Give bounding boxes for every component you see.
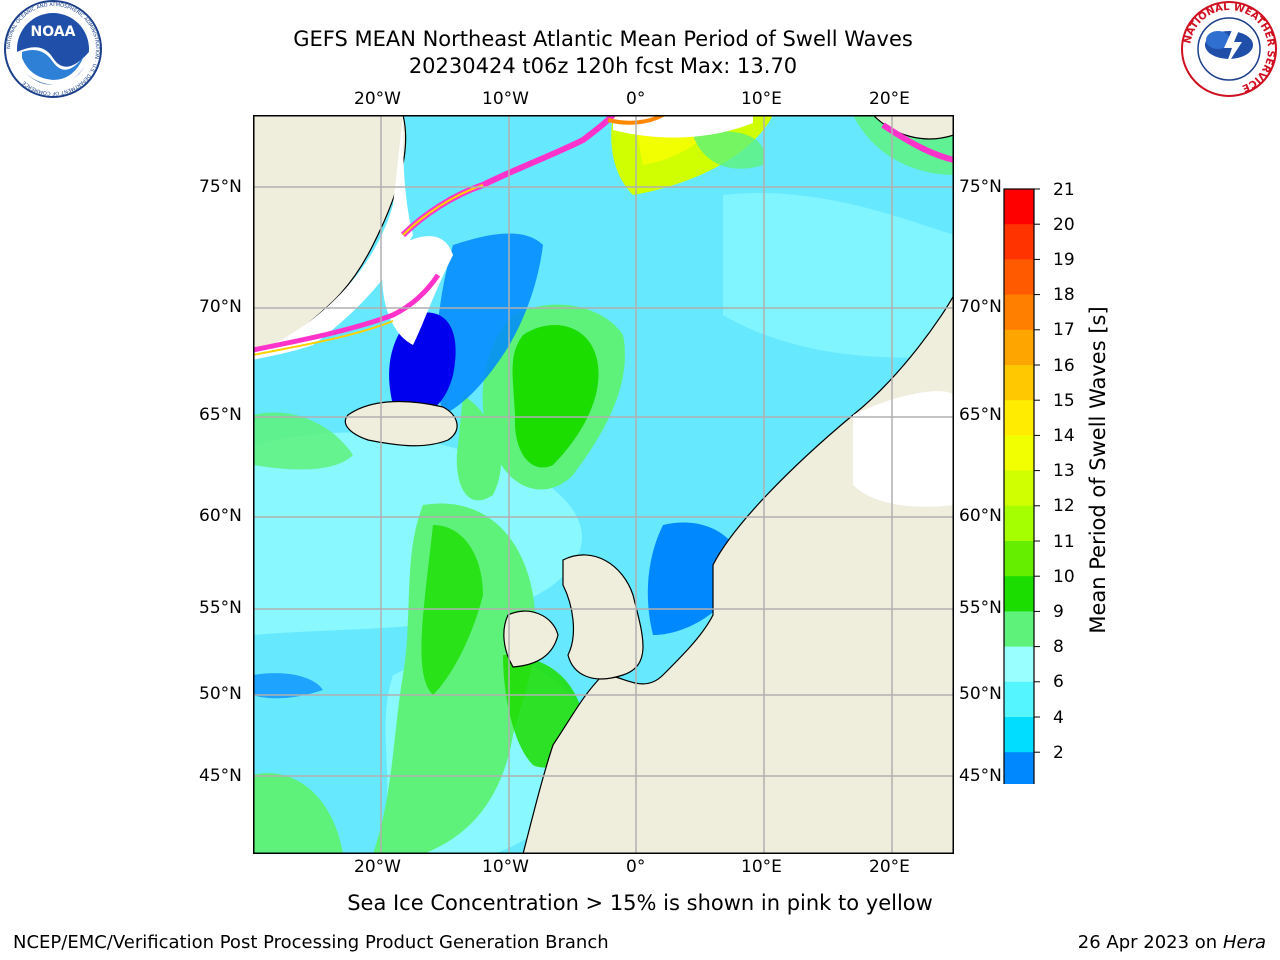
lat-tick-left: 55°N <box>199 598 242 618</box>
colorbar-segment <box>1004 505 1034 542</box>
colorbar-segment <box>1004 752 1034 784</box>
lat-tick-right: 45°N <box>959 766 1002 786</box>
chart-title: GEFS MEAN Northeast Atlantic Mean Period… <box>293 27 913 51</box>
map-plot <box>253 115 954 854</box>
colorbar-tick: 4 <box>1053 708 1064 728</box>
sea-ice-edge <box>881 122 954 163</box>
lon-tick-bottom: 20°W <box>354 857 401 877</box>
colorbar-tick: 11 <box>1053 532 1075 552</box>
chart-subtitle: 20230424 t06z 120h fcst Max: 13.70 <box>408 54 798 78</box>
lat-tick-left: 60°N <box>199 506 242 526</box>
colorbar-tick: 8 <box>1053 637 1064 657</box>
lat-tick-left: 45°N <box>199 766 242 786</box>
colorbar <box>1003 188 1040 784</box>
lon-tick-top: 20°E <box>869 89 910 109</box>
swell-zone <box>512 325 599 468</box>
colorbar-tick: 15 <box>1053 391 1075 411</box>
colorbar-tick: 17 <box>1053 320 1075 340</box>
colorbar-segment <box>1004 611 1034 648</box>
land-areas <box>253 115 954 854</box>
footer-host: Hera <box>1222 932 1266 953</box>
colorbar-tick: 14 <box>1053 426 1075 446</box>
lon-tick-top: 0° <box>626 89 646 109</box>
colorbar-label: Mean Period of Swell Waves [s] <box>1086 306 1110 634</box>
noaa-logo: NOAA NATIONAL OCEANIC AND ATMOSPHERIC AD… <box>4 0 102 98</box>
lat-tick-right: 60°N <box>959 506 1002 526</box>
noaa-logo-text: NOAA <box>31 24 76 40</box>
map-frame <box>253 115 954 854</box>
colorbar-tick: 12 <box>1053 496 1075 516</box>
colorbar-segment <box>1004 400 1034 436</box>
lat-tick-left: 65°N <box>199 405 242 425</box>
colorbar-frame <box>1003 188 1035 784</box>
swell-zone <box>253 773 343 854</box>
lat-tick-left: 50°N <box>199 684 242 704</box>
lat-tick-right: 70°N <box>959 297 1002 317</box>
colorbar-tick: 9 <box>1053 602 1064 622</box>
swell-zone <box>647 522 743 635</box>
colorbar-tick: 18 <box>1053 285 1075 305</box>
footer-date: 26 Apr 2023 on Hera <box>1078 932 1266 953</box>
lon-tick-top: 20°W <box>354 89 401 109</box>
footer-date-text: 26 Apr 2023 on <box>1077 932 1223 953</box>
colorbar-segment <box>1004 470 1034 507</box>
colorbar-segment <box>1004 541 1034 577</box>
map-gridlines <box>253 115 954 854</box>
sea-ice-edge <box>253 273 441 353</box>
colorbar-tick: 2 <box>1053 743 1064 763</box>
lon-tick-bottom: 10°E <box>741 857 782 877</box>
colorbar-tick: 21 <box>1053 180 1075 200</box>
colorbar-segment <box>1004 259 1034 296</box>
colorbar-tick: 10 <box>1053 567 1075 587</box>
lon-tick-top: 10°E <box>741 89 782 109</box>
colorbar-segment <box>1004 717 1034 753</box>
lon-tick-bottom: 10°W <box>482 857 529 877</box>
colorbar-segment <box>1004 224 1034 260</box>
lon-tick-bottom: 0° <box>626 857 646 877</box>
lat-tick-right: 55°N <box>959 598 1002 618</box>
sea-ice-caption: Sea Ice Concentration > 15% is shown in … <box>347 891 933 915</box>
lon-tick-bottom: 20°E <box>869 857 910 877</box>
colorbar-tick: 16 <box>1053 356 1075 376</box>
colorbar-segment <box>1004 435 1034 472</box>
colorbar-segment <box>1004 329 1034 366</box>
swell-zone <box>373 503 536 854</box>
lat-tick-left: 75°N <box>199 177 242 197</box>
colorbar-segment <box>1004 646 1034 683</box>
colorbar-tick: 19 <box>1053 250 1075 270</box>
swell-zone <box>436 233 543 415</box>
colorbar-segment <box>1004 294 1034 331</box>
lat-tick-right: 65°N <box>959 405 1002 425</box>
colorbar-segment <box>1004 365 1034 401</box>
nws-logo: NATIONAL WEATHER SERVICE <box>1181 1 1277 97</box>
colorbar-segment <box>1004 576 1034 612</box>
lat-tick-right: 75°N <box>959 177 1002 197</box>
colorbar-tick: 6 <box>1053 672 1064 692</box>
colorbar-tick: 20 <box>1053 215 1075 235</box>
lon-tick-top: 10°W <box>482 89 529 109</box>
colorbar-segment <box>1004 189 1034 225</box>
colorbar-tick: 13 <box>1053 461 1075 481</box>
lat-tick-left: 70°N <box>199 297 242 317</box>
footer-credit: NCEP/EMC/Verification Post Processing Pr… <box>13 932 609 953</box>
colorbar-segment <box>1004 681 1034 718</box>
lat-tick-right: 50°N <box>959 684 1002 704</box>
